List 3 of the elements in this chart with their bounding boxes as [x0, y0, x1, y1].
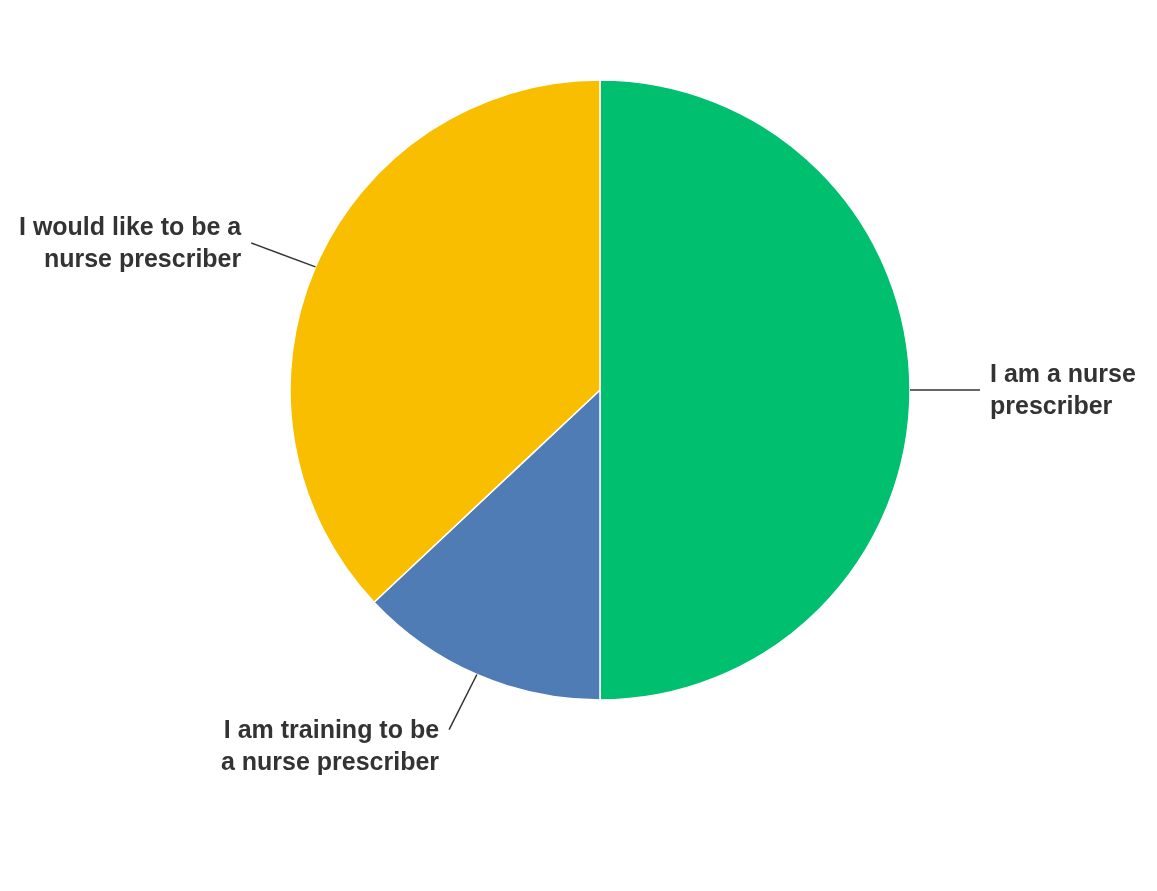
slice-label: I am training to be a nurse prescriber	[220, 714, 440, 775]
slice-label: I am a nurse prescriber	[990, 359, 1136, 419]
slice-label: I would like to be a nurse prescriber	[18, 212, 243, 273]
